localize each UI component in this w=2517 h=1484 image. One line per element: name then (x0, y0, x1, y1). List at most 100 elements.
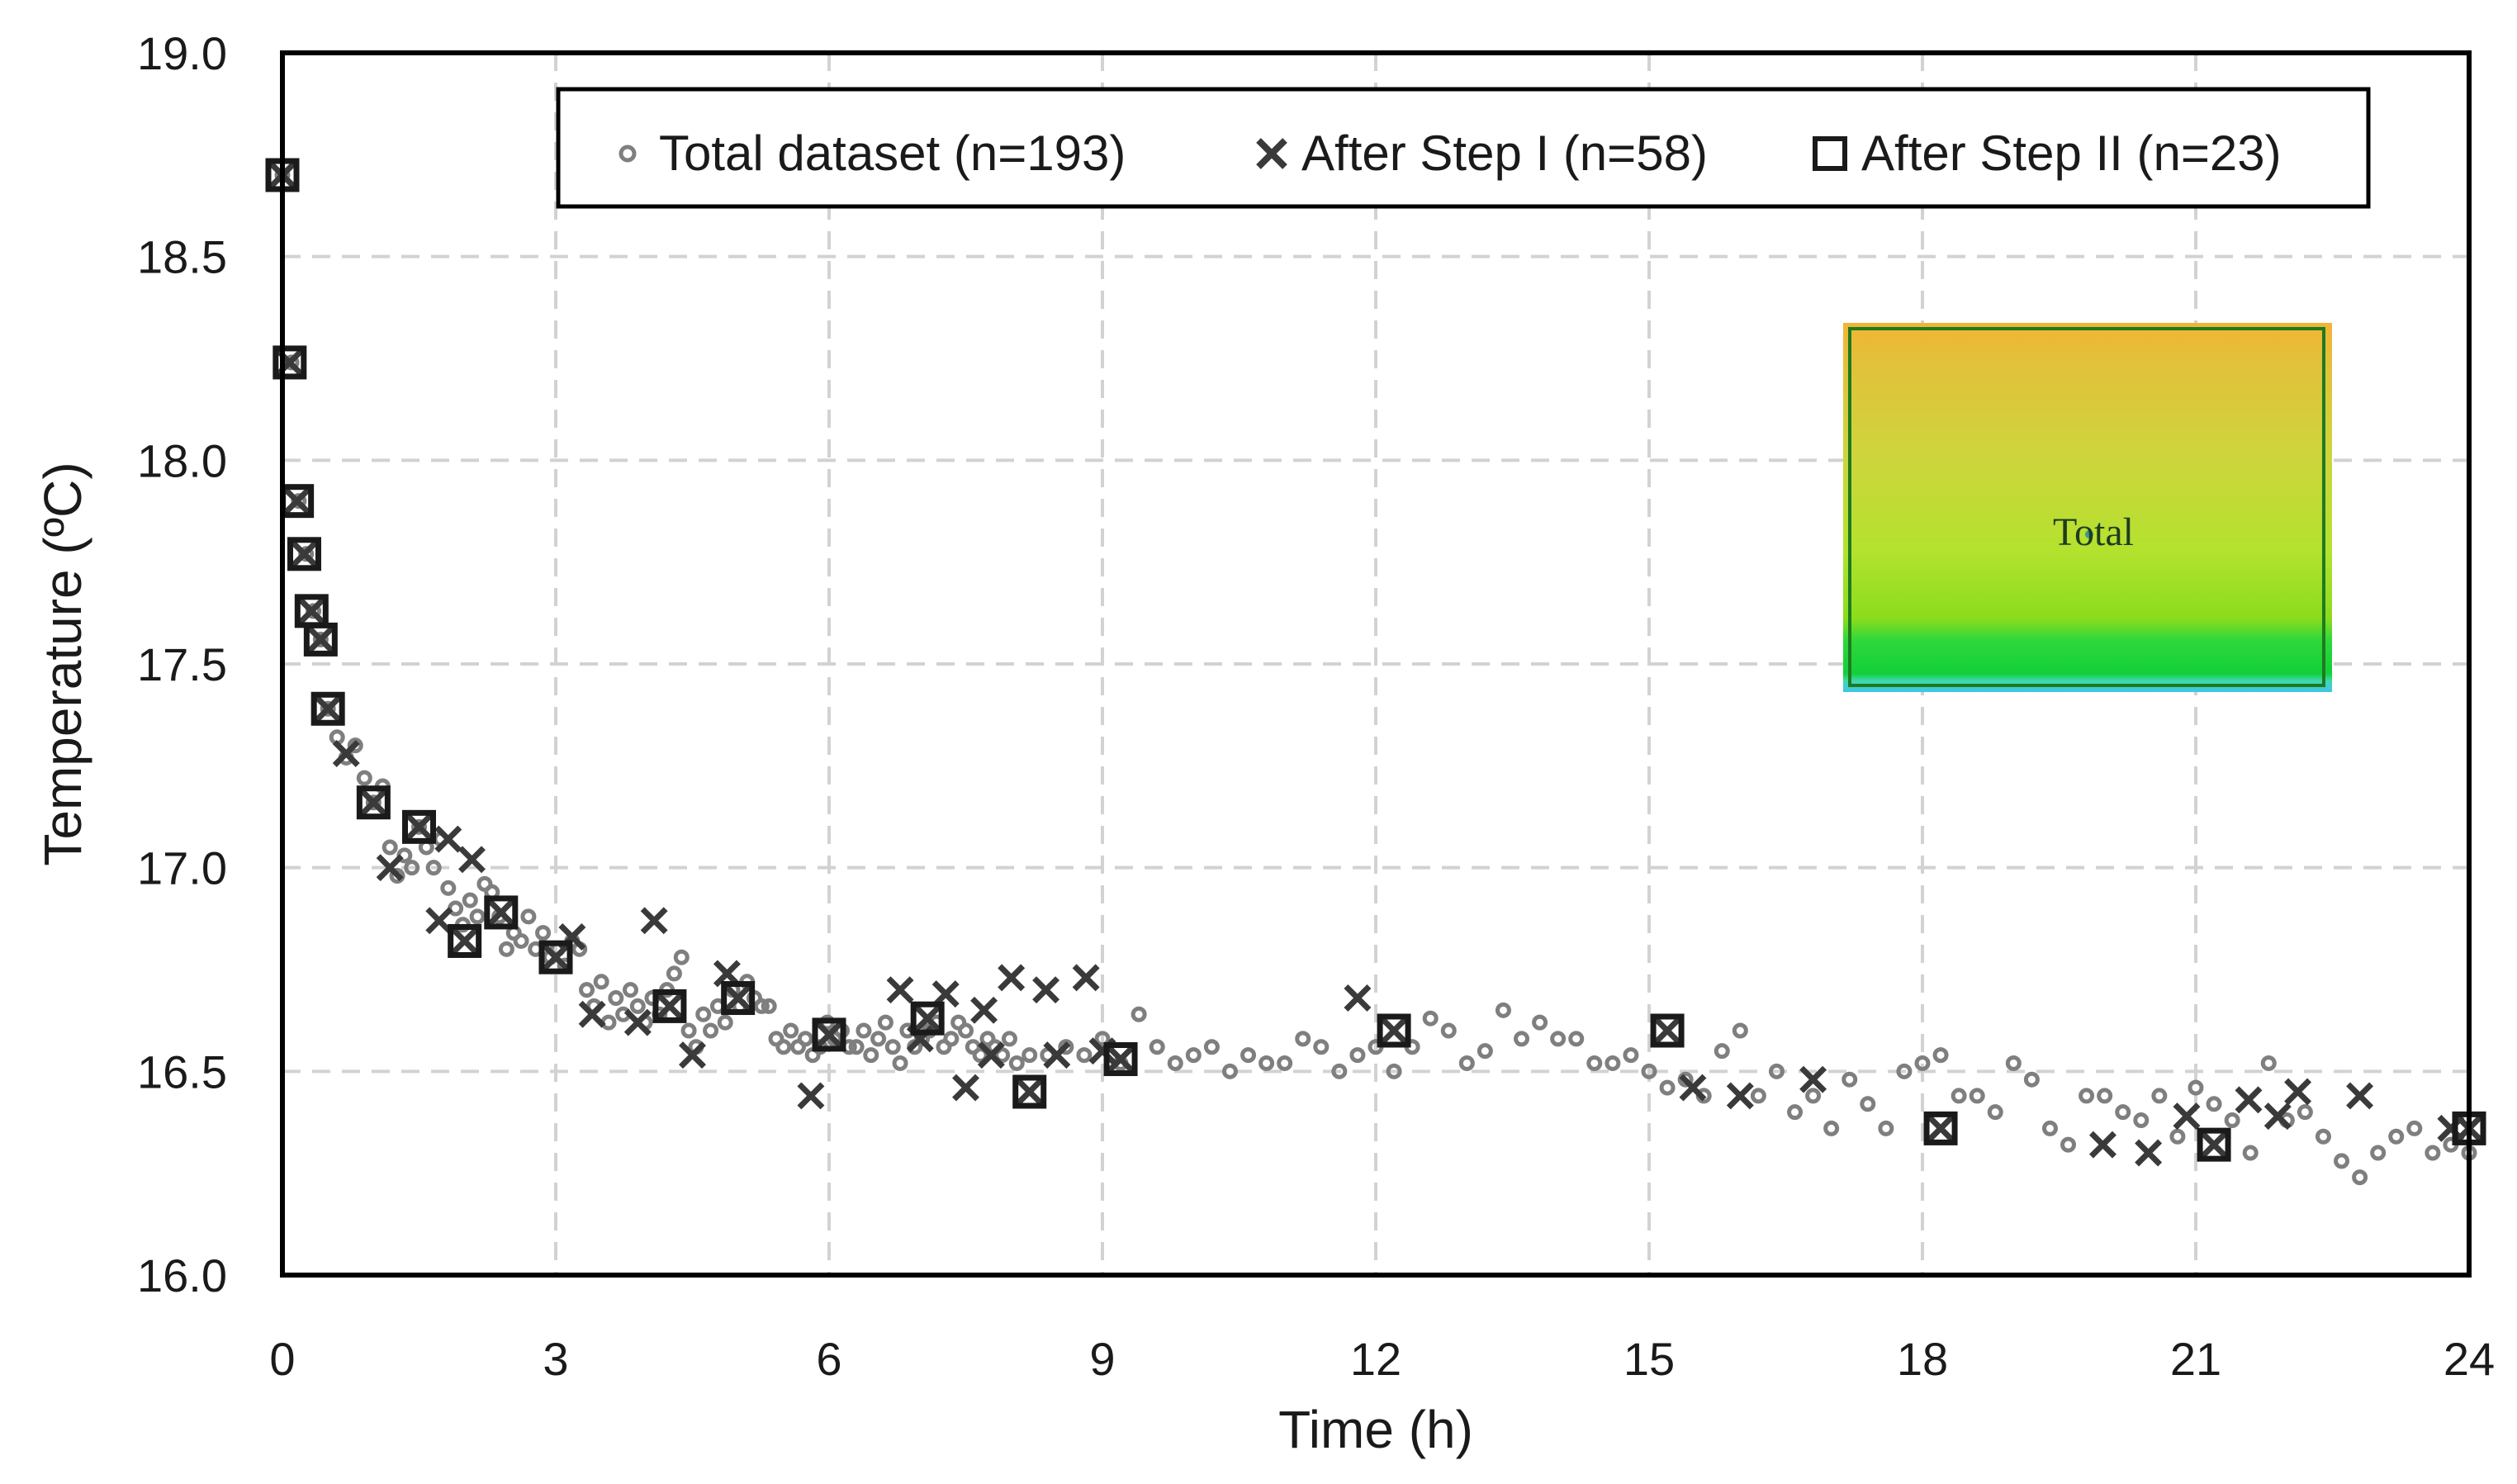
point-after-step-i (1072, 964, 1100, 992)
point-after-step-i (2135, 1139, 2163, 1167)
point-total-dataset (2224, 1112, 2240, 1129)
x-tick-label: 3 (543, 1333, 568, 1385)
point-total-dataset (382, 839, 398, 856)
y-tick-label: 16.0 (137, 1249, 227, 1301)
point-after-step-i (297, 597, 325, 625)
point-after-step-i (1653, 1017, 1681, 1045)
point-after-step-i (2346, 1082, 2374, 1110)
point-after-step-ii (1650, 1013, 1685, 1048)
point-total-dataset (608, 990, 624, 1007)
point-after-step-i (434, 825, 462, 853)
point-total-dataset (1568, 1031, 1585, 1047)
point-total-dataset (1823, 1120, 1840, 1136)
point-total-dataset (972, 1047, 988, 1064)
x-tick-label: 21 (2170, 1333, 2221, 1385)
point-total-dataset (1295, 1031, 1311, 1047)
point-total-dataset (666, 965, 682, 982)
x-axis-title: Time (h) (1278, 1400, 1473, 1459)
point-after-step-i (977, 1041, 1005, 1069)
point-after-step-i (283, 487, 311, 515)
point-total-dataset (1001, 1031, 1017, 1047)
point-total-dataset (2041, 1120, 2058, 1136)
inset-image-fill (1843, 323, 2332, 692)
point-total-dataset (320, 700, 336, 717)
point-total-dataset (440, 879, 457, 896)
point-total-dataset (2206, 1096, 2222, 1112)
point-after-step-i (306, 625, 334, 653)
point-total-dataset (365, 794, 382, 811)
point-total-dataset (884, 1039, 901, 1055)
point-total-dataset (1878, 1120, 1894, 1136)
point-total-dataset (1477, 1043, 1493, 1060)
point-after-step-i (458, 846, 486, 874)
y-tick-label: 17.5 (137, 638, 227, 690)
point-total-dataset (462, 892, 478, 908)
point-after-step-ii (812, 1017, 846, 1052)
point-total-dataset (797, 1031, 813, 1047)
point-after-step-i (1380, 1017, 1408, 1045)
y-tick-label: 18.5 (137, 231, 227, 283)
point-after-step-ii (1923, 1111, 1958, 1145)
point-total-dataset (943, 1031, 960, 1047)
point-total-dataset (2079, 1088, 2095, 1104)
point-after-step-i (623, 1008, 652, 1036)
point-total-dataset (425, 860, 442, 876)
point-total-dataset (2115, 1104, 2131, 1121)
x-tick-label: 0 (269, 1333, 295, 1385)
legend-label-step1: After Step I (n=58) (1301, 126, 1708, 181)
plot-frame (280, 50, 2472, 1278)
point-after-step-i (451, 927, 479, 955)
point-after-step-i (314, 695, 342, 723)
point-after-step-i (1726, 1082, 1754, 1110)
x-tick-label: 6 (816, 1333, 841, 1385)
legend-marker-step1 (1256, 138, 1287, 169)
point-after-step-i (886, 976, 914, 1004)
point-after-step-i (291, 540, 318, 568)
point-total-dataset (1149, 1039, 1165, 1055)
point-total-dataset (1514, 1031, 1530, 1047)
point-after-step-i (359, 789, 387, 817)
point-total-dataset (622, 982, 638, 998)
point-total-dataset (1550, 1031, 1567, 1047)
point-total-dataset (1185, 1047, 1202, 1064)
legend-marker-total (619, 145, 637, 163)
point-total-dataset (1495, 1002, 1511, 1018)
point-total-dataset (2060, 1136, 2077, 1153)
point-after-step-i (1344, 984, 1372, 1012)
inset-image-border (1848, 327, 2325, 687)
point-total-dataset (1677, 1071, 1694, 1088)
point-after-step-i (2088, 1131, 2116, 1159)
point-total-dataset (680, 1022, 697, 1039)
point-after-step-i (797, 1082, 825, 1110)
point-total-dataset (1805, 1088, 1822, 1104)
point-total-dataset (1750, 1088, 1766, 1104)
point-total-dataset (2242, 1145, 2259, 1161)
legend-marker-step2 (1813, 136, 1847, 171)
point-after-step-i (970, 996, 998, 1024)
point-after-step-i (487, 898, 515, 927)
point-total-dataset (520, 908, 537, 925)
point-total-dataset (783, 1022, 799, 1039)
y-tick-label: 16.5 (137, 1045, 227, 1098)
point-after-step-ii (1377, 1013, 1411, 1048)
point-total-dataset (1842, 1071, 1858, 1088)
point-total-dataset (600, 1014, 617, 1031)
point-after-step-i (998, 964, 1026, 992)
point-total-dataset (958, 1022, 974, 1039)
point-after-step-i (2284, 1078, 2312, 1106)
point-after-step-i (724, 984, 752, 1012)
point-after-step-i (1016, 1078, 1044, 1106)
point-after-step-i (913, 1004, 941, 1032)
point-total-dataset (1987, 1104, 2003, 1121)
legend-label-total: Total dataset (n=193) (659, 126, 1126, 181)
point-total-dataset (2352, 1169, 2368, 1186)
x-tick-label: 24 (2444, 1333, 2495, 1385)
point-total-dataset (2334, 1153, 2350, 1169)
point-total-dataset (535, 925, 552, 941)
point-after-step-i (1927, 1114, 1955, 1142)
point-total-dataset (1969, 1088, 1985, 1104)
point-total-dataset (695, 1006, 712, 1022)
point-total-dataset (1058, 1039, 1074, 1055)
point-after-step-ii (402, 809, 436, 844)
